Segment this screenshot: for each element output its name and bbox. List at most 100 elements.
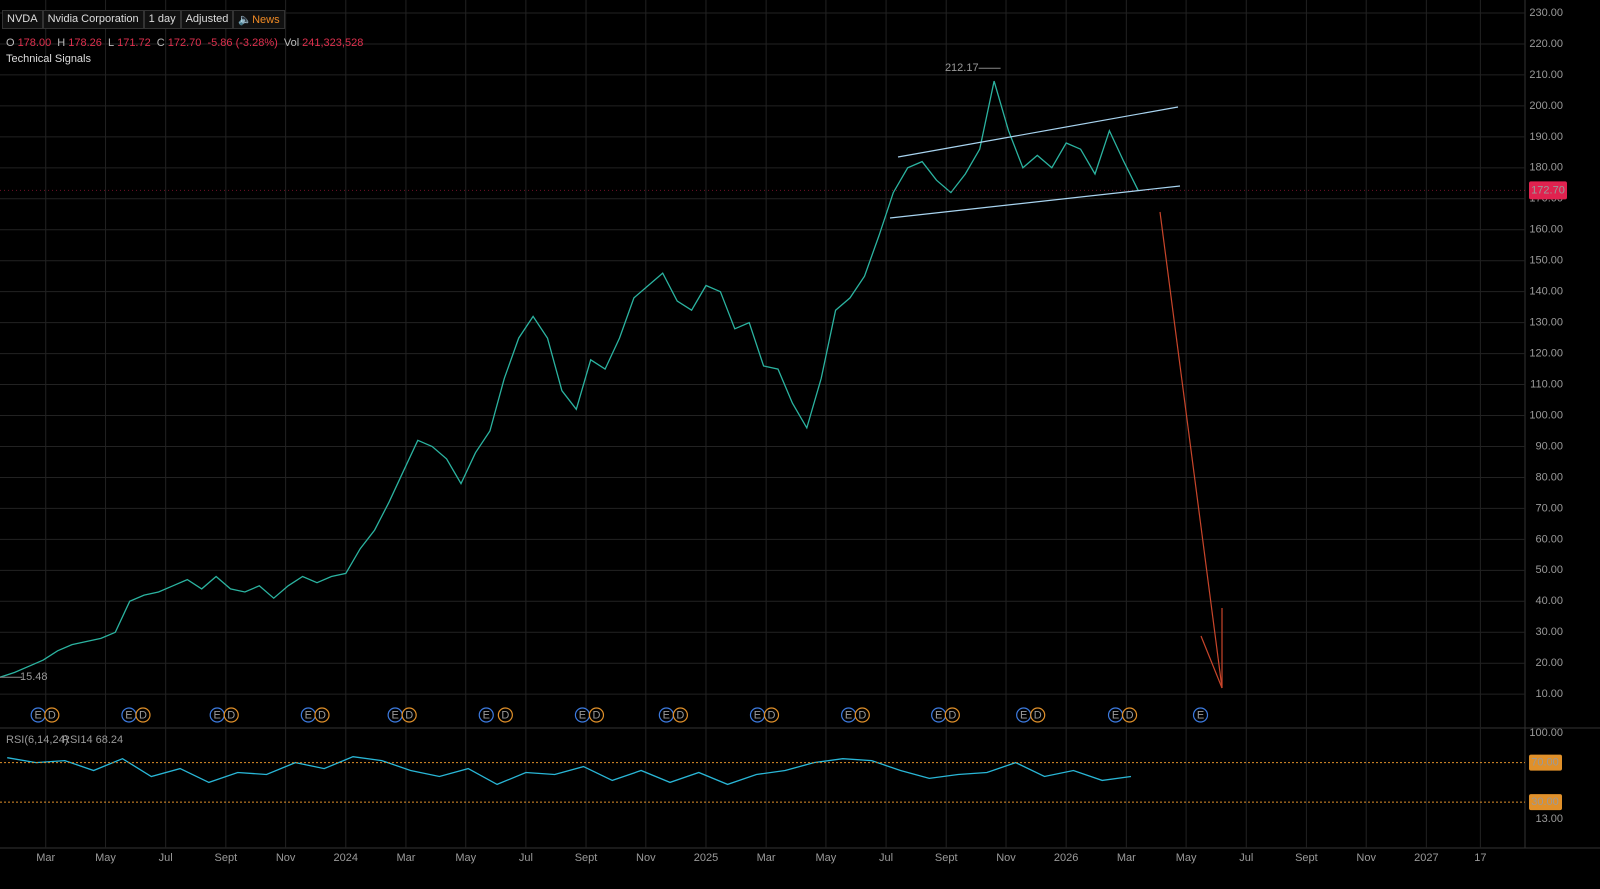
x-tick-label: Mar xyxy=(1117,852,1136,864)
x-tick-label: 2025 xyxy=(694,852,718,864)
event-marker xyxy=(1030,707,1046,723)
y-tick-label: 30.00 xyxy=(1535,626,1563,638)
event-label: E xyxy=(1112,709,1119,721)
event-marker xyxy=(44,707,60,723)
label: C xyxy=(156,37,165,49)
x-tick-label: 17 xyxy=(1474,852,1486,864)
y-tick-label: 100.00 xyxy=(1529,727,1563,739)
event-marker xyxy=(854,707,870,723)
event-marker xyxy=(763,707,780,723)
x-tick-label: 2027 xyxy=(1414,852,1438,864)
event-label: D xyxy=(501,709,509,721)
indicator-title: RSI(6,14,24) xyxy=(6,734,68,746)
level-label: 70.00 xyxy=(1531,757,1559,769)
x-tick-label: Jul xyxy=(519,852,533,864)
interval[interactable]: 1 day xyxy=(143,10,181,29)
x-tick-label: Jul xyxy=(1239,852,1253,864)
x-tick-label: Nov xyxy=(636,852,656,864)
indicator-label[interactable]: Technical Signals xyxy=(6,53,91,65)
y-tick-label: 230.00 xyxy=(1529,7,1563,19)
y-tick-label: 190.00 xyxy=(1529,131,1563,143)
event-marker xyxy=(314,707,330,723)
event-marker xyxy=(588,707,605,723)
y-tick-label: 160.00 xyxy=(1529,224,1563,236)
y-tick-label: 90.00 xyxy=(1535,440,1563,452)
x-tick-label: May xyxy=(1176,852,1197,864)
labels: 10.00 20.00 30.00 40.00 50.00 60.00 70.00 80.00… xyxy=(6,7,1567,864)
y-tick-label: 180.00 xyxy=(1529,162,1563,174)
level-badge xyxy=(1529,794,1562,811)
arrow xyxy=(1159,211,1223,689)
trend-line xyxy=(889,185,1181,219)
y-tick-label: 100.00 xyxy=(1529,409,1563,421)
label: O xyxy=(6,37,15,49)
x-tick-label: Nov xyxy=(276,852,296,864)
indicator-line xyxy=(7,756,1132,786)
quote: O 178.00 H 178.26 L 171.72 C 172.70 -5.86 (-… xyxy=(6,37,366,49)
grid xyxy=(0,0,1525,848)
last-price-label: 172.70 xyxy=(1531,184,1565,196)
event-label: D xyxy=(676,709,684,721)
value: 178.00 xyxy=(17,37,52,49)
x-tick-label: Mar xyxy=(36,852,55,864)
trend-line xyxy=(897,106,1179,158)
x-tick-label: Mar xyxy=(757,852,776,864)
label: H xyxy=(57,37,66,49)
plot xyxy=(0,67,1525,803)
company-name: Nvidia Corporation xyxy=(42,10,144,29)
event-marker xyxy=(135,707,151,723)
event-label: E xyxy=(125,709,132,721)
event-label: E xyxy=(35,709,42,721)
x-tick-label: Jul xyxy=(879,852,893,864)
y-tick-label: 60.00 xyxy=(1535,533,1563,545)
level-label: 30.00 xyxy=(1531,796,1559,808)
y-tick-label: 130.00 xyxy=(1529,317,1563,329)
event-label: D xyxy=(139,709,147,721)
y-tick-label: 13.00 xyxy=(1535,813,1563,825)
event-marker xyxy=(497,707,513,723)
event-label: D xyxy=(1126,709,1134,721)
y-tick-label: 140.00 xyxy=(1529,286,1563,298)
y-tick-label: 120.00 xyxy=(1529,347,1563,359)
y-tick-label: 200.00 xyxy=(1529,100,1563,112)
event-label: E xyxy=(214,709,221,721)
y-tick-label: 40.00 xyxy=(1535,595,1563,607)
event-label: E xyxy=(483,709,490,721)
event-label: E xyxy=(1020,709,1027,721)
toolbar: NVDA Nvidia Corporation 1 day Adjusted 🔈… xyxy=(2,10,285,29)
event-label: D xyxy=(318,709,326,721)
event-label: D xyxy=(592,709,600,721)
last-price-badge xyxy=(1529,181,1567,200)
symbol[interactable]: NVDA xyxy=(2,10,43,29)
y-tick-label: 20.00 xyxy=(1535,657,1563,669)
y-tick-label: 210.00 xyxy=(1529,69,1563,81)
event-label: E xyxy=(391,709,398,721)
event-marker xyxy=(1121,707,1138,723)
event-label: D xyxy=(948,709,956,721)
event-label: E xyxy=(845,709,852,721)
x-tick-label: Sept xyxy=(575,852,598,864)
label: Vol xyxy=(283,37,300,49)
change: -5.86 (-3.28%) xyxy=(207,37,278,49)
y-tick-label: 10.00 xyxy=(1535,688,1563,700)
event-label: E xyxy=(935,709,942,721)
level-badge xyxy=(1529,754,1562,771)
y-tick-label: 70.00 xyxy=(1535,502,1563,514)
event-label: E xyxy=(1197,709,1204,721)
event-marker xyxy=(672,707,688,723)
adjustment[interactable]: Adjusted xyxy=(180,10,234,29)
news-label[interactable]: News xyxy=(252,14,280,26)
y-tick-label: 50.00 xyxy=(1535,564,1563,576)
value: 241,323,528 xyxy=(302,37,364,49)
event-label: D xyxy=(227,709,235,721)
event-marker xyxy=(944,707,960,723)
event-label: D xyxy=(768,709,776,721)
value: 172.70 xyxy=(167,37,202,49)
x-tick-label: May xyxy=(816,852,837,864)
x-tick-label: Mar xyxy=(396,852,415,864)
legend-entry: RSI14 68.24 xyxy=(62,734,123,746)
x-tick-label: 2026 xyxy=(1054,852,1078,864)
news-button[interactable]: 🔈News xyxy=(233,10,285,29)
